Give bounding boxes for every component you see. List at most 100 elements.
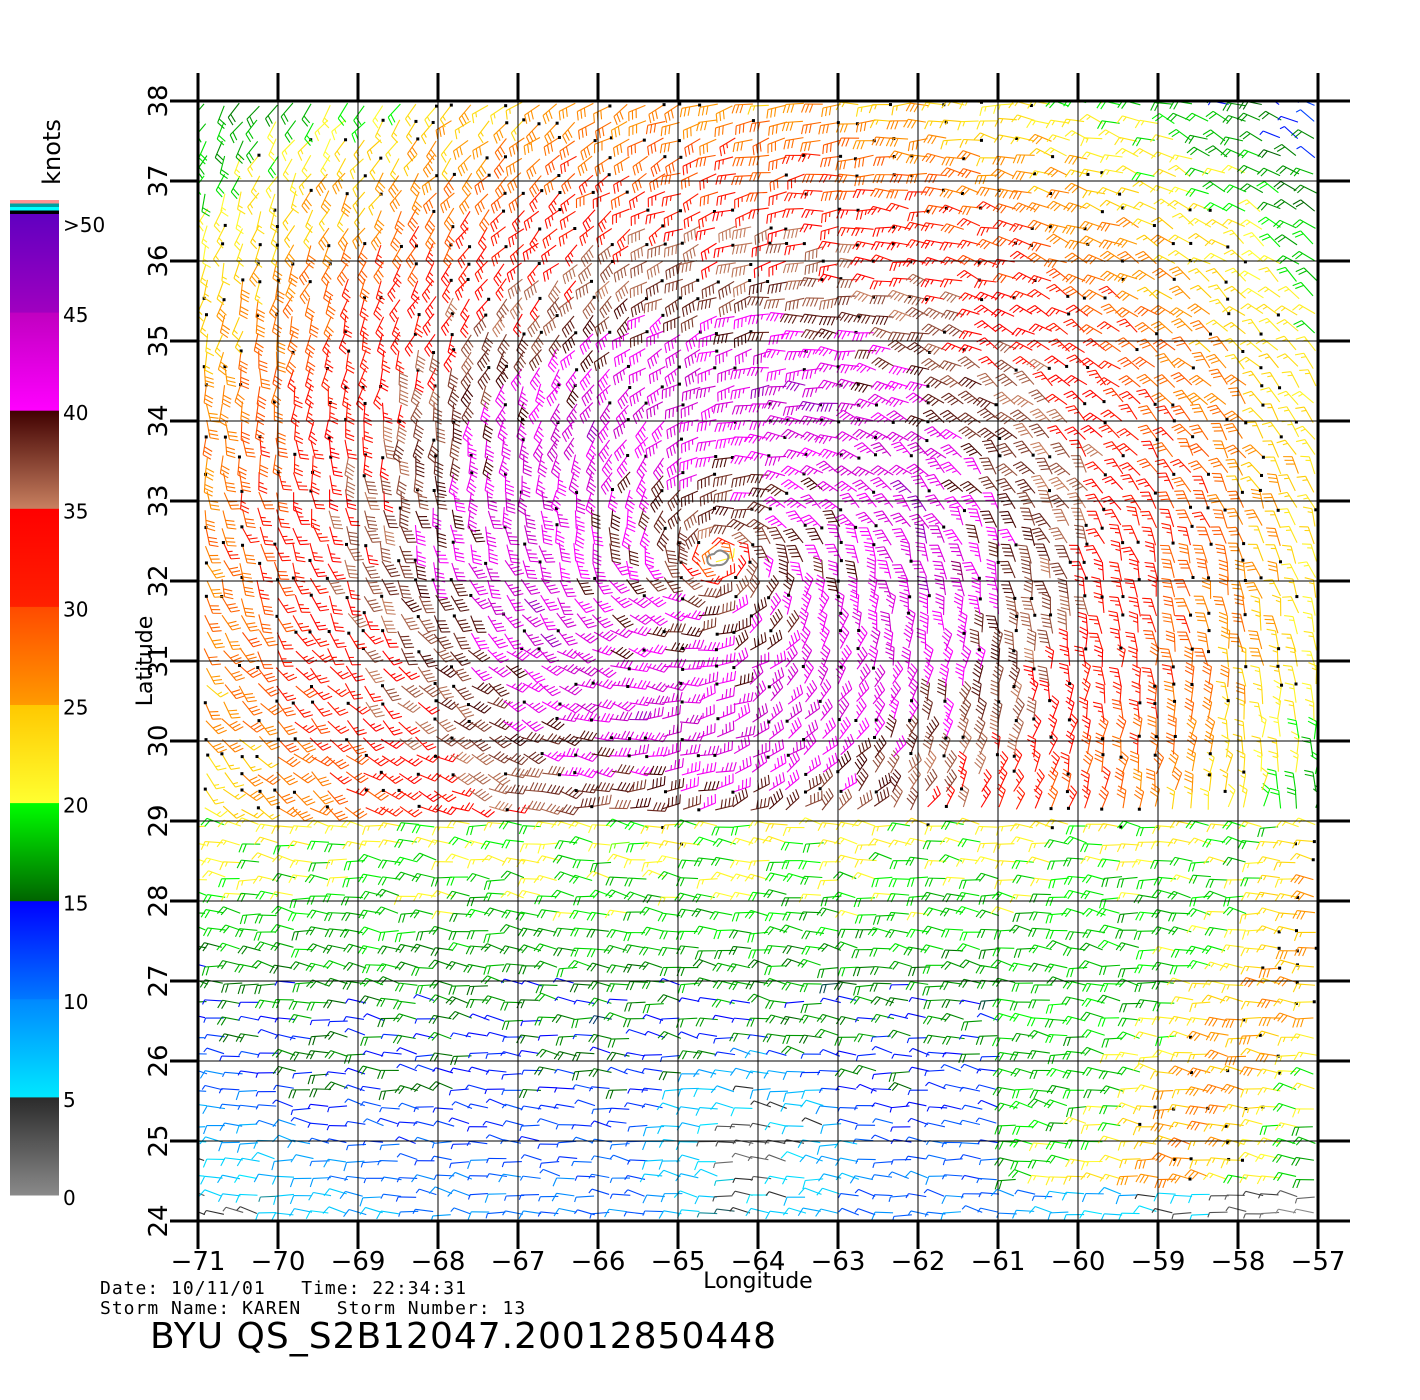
wind-barb bbox=[695, 1162, 716, 1170]
flag-dot bbox=[294, 631, 297, 634]
wind-barb bbox=[1274, 1172, 1297, 1180]
wind-barb bbox=[452, 541, 465, 562]
flag-dot bbox=[804, 773, 807, 776]
wind-barb bbox=[827, 525, 843, 544]
wind-barb bbox=[941, 1120, 961, 1124]
wind-barb bbox=[1142, 598, 1156, 616]
wind-barb bbox=[1082, 716, 1090, 738]
wind-barb bbox=[732, 1153, 752, 1158]
wind-barb bbox=[1116, 715, 1125, 738]
wind-barb bbox=[942, 950, 964, 958]
wind-barb bbox=[733, 1086, 753, 1090]
wind-barb bbox=[537, 1119, 557, 1124]
wind-barb bbox=[677, 527, 687, 549]
wind-barb bbox=[683, 795, 701, 810]
wind-barb bbox=[468, 1176, 488, 1181]
wind-barb bbox=[1186, 749, 1195, 771]
wind-barb bbox=[235, 929, 257, 937]
wind-barb bbox=[1066, 731, 1074, 754]
wind-barb bbox=[646, 682, 669, 692]
wind-barb bbox=[823, 736, 838, 755]
wind-barb bbox=[414, 1122, 434, 1126]
wind-barb bbox=[242, 809, 265, 818]
wind-barb bbox=[1046, 930, 1067, 938]
wind-barb bbox=[258, 1030, 278, 1036]
flag-dot bbox=[1121, 595, 1124, 598]
wind-barb bbox=[326, 859, 347, 869]
flag-dot bbox=[1032, 717, 1035, 720]
flag-dot bbox=[222, 541, 225, 544]
wind-barb bbox=[308, 1104, 328, 1108]
flag-dot bbox=[1121, 613, 1124, 616]
flag-dot bbox=[1138, 808, 1141, 811]
wind-barb bbox=[258, 683, 279, 696]
wind-barb bbox=[395, 857, 418, 865]
wind-barb bbox=[697, 1033, 717, 1037]
wind-barb bbox=[642, 981, 664, 989]
wind-barb bbox=[256, 1073, 276, 1078]
wind-barb bbox=[255, 915, 276, 923]
wind-barb bbox=[623, 945, 645, 953]
wind-barb bbox=[399, 507, 409, 530]
wind-barb bbox=[569, 821, 592, 828]
wind-barb bbox=[681, 640, 704, 650]
wind-barb bbox=[502, 1104, 522, 1109]
wind-barb bbox=[800, 626, 810, 649]
flag-dot bbox=[1172, 683, 1175, 686]
wind-barb bbox=[1284, 616, 1297, 635]
wind-barb bbox=[1001, 544, 1016, 561]
wind-barb bbox=[853, 1065, 876, 1073]
wind-barb bbox=[710, 525, 732, 534]
wind-barb bbox=[804, 733, 816, 754]
wind-barb bbox=[328, 702, 349, 715]
wind-barb bbox=[1210, 527, 1226, 544]
wind-barb bbox=[1174, 599, 1192, 617]
wind-barb bbox=[1268, 561, 1279, 581]
flag-dot bbox=[715, 648, 718, 651]
flag-dot bbox=[1153, 702, 1156, 705]
flag-dot bbox=[240, 525, 243, 528]
wind-barb bbox=[377, 1211, 399, 1219]
flag-dot bbox=[943, 754, 946, 757]
wind-barb bbox=[416, 1189, 436, 1195]
wind-barb bbox=[502, 1090, 522, 1095]
wind-barb bbox=[685, 528, 698, 549]
wind-barb bbox=[434, 1121, 454, 1126]
wind-barb bbox=[394, 896, 415, 904]
wind-barb bbox=[557, 613, 576, 627]
flag-dot bbox=[1276, 665, 1279, 668]
wind-barb bbox=[890, 1106, 909, 1112]
wind-barb bbox=[790, 562, 803, 581]
wind-barb bbox=[592, 1108, 611, 1114]
wind-barb bbox=[1152, 981, 1174, 989]
flag-dot bbox=[1154, 1106, 1157, 1109]
wind-barb bbox=[1302, 544, 1317, 562]
wind-barb bbox=[642, 1069, 662, 1073]
flag-dot bbox=[1101, 596, 1104, 599]
flag-dot bbox=[347, 632, 350, 635]
wind-barb bbox=[800, 984, 821, 992]
wind-barb bbox=[573, 1034, 593, 1039]
wind-barb bbox=[698, 998, 718, 1002]
wind-barb bbox=[296, 651, 317, 664]
wind-barb bbox=[1096, 682, 1105, 703]
wind-barb bbox=[745, 1050, 768, 1058]
wind-barb bbox=[521, 1155, 541, 1160]
wind-barb bbox=[697, 657, 717, 667]
flag-dot bbox=[1280, 684, 1283, 687]
flag-dot bbox=[417, 773, 420, 776]
wind-barb bbox=[414, 1137, 434, 1142]
wind-barb bbox=[715, 671, 735, 686]
wind-barb bbox=[1100, 898, 1120, 908]
wind-barb bbox=[452, 563, 467, 581]
wind-barb bbox=[1221, 627, 1230, 649]
wind-barb bbox=[1008, 1170, 1031, 1178]
wind-barb bbox=[433, 1108, 453, 1113]
wind-barb bbox=[1257, 945, 1281, 953]
wind-barb bbox=[1083, 930, 1105, 938]
wind-barb bbox=[789, 717, 802, 738]
wind-barb bbox=[873, 1162, 892, 1168]
wind-barb bbox=[855, 859, 877, 867]
wind-barb bbox=[1037, 630, 1050, 649]
flag-dot bbox=[238, 664, 241, 667]
